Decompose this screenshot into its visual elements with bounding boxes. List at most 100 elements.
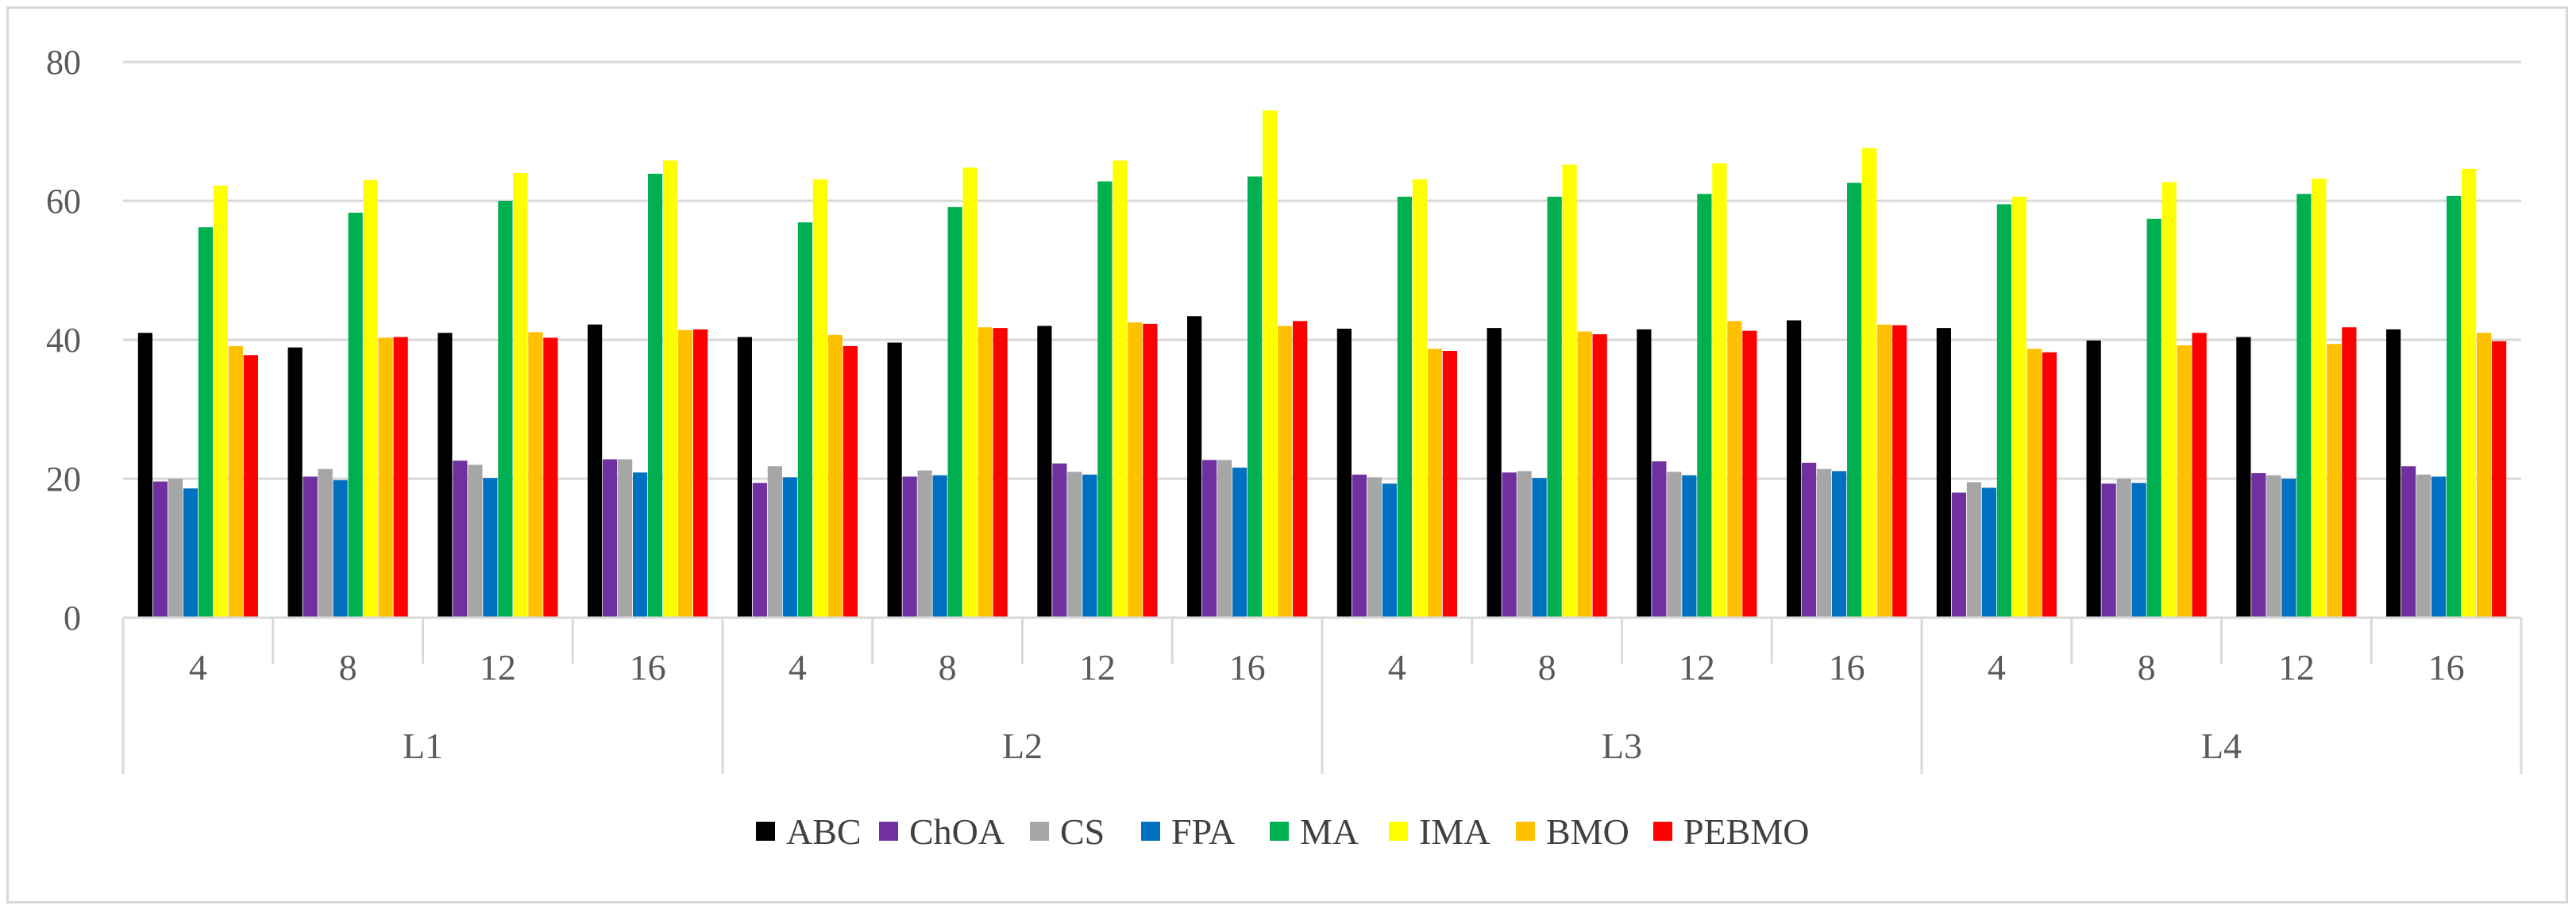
legend-swatch xyxy=(1141,822,1160,841)
bar-cs-12 xyxy=(1966,482,1981,618)
bar-fpa-4 xyxy=(782,477,797,618)
bar-ma-11 xyxy=(1847,183,1862,618)
bar-ima-6 xyxy=(1113,160,1128,618)
x-category-label: 12 xyxy=(480,647,516,688)
bar-abc-12 xyxy=(1936,328,1951,618)
bar-ima-13 xyxy=(2161,182,2177,618)
bar-cs-5 xyxy=(917,470,932,618)
bar-ma-3 xyxy=(648,173,663,618)
bar-ima-2 xyxy=(513,173,528,618)
x-category-label: 4 xyxy=(1388,647,1406,688)
x-category-label: 12 xyxy=(2278,647,2315,688)
bar-cs-9 xyxy=(1517,471,1532,618)
legend-label: MA xyxy=(1300,811,1359,852)
bar-cs-8 xyxy=(1367,477,1382,618)
bar-ma-15 xyxy=(2447,195,2462,618)
bar-pebmo-9 xyxy=(1592,334,1607,618)
x-category-label: 4 xyxy=(1988,647,2006,688)
legend-item-ma: MA xyxy=(1270,811,1359,852)
bar-pebmo-12 xyxy=(2042,352,2057,618)
bar-ma-4 xyxy=(797,222,812,618)
legend-swatch xyxy=(1030,822,1049,841)
bar-ima-0 xyxy=(213,185,228,618)
legend-label: ABC xyxy=(786,811,862,852)
bar-choa-1 xyxy=(303,476,318,618)
bar-ima-15 xyxy=(2462,168,2477,618)
bar-ma-13 xyxy=(2146,218,2161,618)
legend-swatch xyxy=(1653,822,1672,841)
bar-cs-4 xyxy=(767,466,782,618)
x-category-label: 16 xyxy=(630,647,666,688)
bar-abc-7 xyxy=(1187,316,1202,618)
bar-ima-10 xyxy=(1712,163,1727,618)
y-tick-label: 0 xyxy=(64,599,81,638)
bar-ima-1 xyxy=(363,179,378,618)
legend-swatch xyxy=(1389,822,1408,841)
bar-ima-7 xyxy=(1263,110,1278,618)
x-category-label: 8 xyxy=(939,647,957,688)
bar-choa-11 xyxy=(1802,462,1817,618)
bar-abc-2 xyxy=(438,333,453,618)
x-category-label: 8 xyxy=(2138,647,2156,688)
bar-bmo-15 xyxy=(2477,333,2492,618)
bar-ma-0 xyxy=(198,227,213,618)
bar-bmo-12 xyxy=(2026,349,2042,618)
bar-pebmo-4 xyxy=(843,345,858,618)
y-tick-label: 40 xyxy=(46,321,81,360)
bar-ima-5 xyxy=(962,168,978,618)
bar-fpa-14 xyxy=(2281,479,2296,618)
bar-choa-12 xyxy=(1951,492,1966,618)
bar-fpa-1 xyxy=(333,480,348,618)
bar-ma-6 xyxy=(1097,181,1113,618)
bar-choa-9 xyxy=(1502,472,1517,618)
x-group-label: L4 xyxy=(2201,726,2242,766)
bar-fpa-11 xyxy=(1832,471,1847,618)
legend-swatch xyxy=(1270,822,1289,841)
legend-label: PEBMO xyxy=(1683,811,1809,852)
bar-choa-0 xyxy=(152,481,168,618)
bar-fpa-12 xyxy=(1981,487,1996,618)
bar-bmo-11 xyxy=(1877,324,1892,618)
bar-abc-8 xyxy=(1336,329,1352,618)
bar-bmo-1 xyxy=(378,337,393,618)
bar-ima-8 xyxy=(1412,179,1427,618)
x-group-label: L2 xyxy=(1002,726,1043,766)
bar-cs-0 xyxy=(168,479,183,618)
legend-item-ima: IMA xyxy=(1389,811,1490,852)
bar-ma-7 xyxy=(1248,176,1263,618)
gridlines xyxy=(123,60,2521,480)
x-category-label: 16 xyxy=(2428,647,2465,688)
bars xyxy=(137,110,2507,618)
x-category-label: 16 xyxy=(1829,647,1865,688)
bar-pebmo-5 xyxy=(993,328,1008,618)
bar-abc-14 xyxy=(2236,337,2251,618)
bar-ima-11 xyxy=(1862,148,1877,618)
bar-choa-4 xyxy=(752,483,767,618)
bar-abc-13 xyxy=(2086,340,2101,618)
bar-choa-7 xyxy=(1202,460,1217,618)
bar-abc-6 xyxy=(1037,326,1052,618)
bar-fpa-6 xyxy=(1082,474,1097,618)
bar-pebmo-8 xyxy=(1442,351,1457,618)
bar-cs-13 xyxy=(2116,479,2131,618)
bar-cs-3 xyxy=(618,459,633,618)
bar-cs-10 xyxy=(1667,472,1682,618)
bar-ima-3 xyxy=(663,160,678,618)
bar-fpa-10 xyxy=(1682,475,1697,618)
bar-abc-1 xyxy=(287,347,303,618)
axes: 0 20 40 60 80 4 8 12 16 4 8 12 16 4 8 12 16 4 8 12 16 L1 L2 L3 L… xyxy=(46,43,2523,774)
legend-swatch xyxy=(1516,822,1535,841)
x-category-label: 8 xyxy=(339,647,357,688)
bar-ma-9 xyxy=(1547,196,1562,618)
bar-abc-10 xyxy=(1637,329,1652,618)
bar-fpa-5 xyxy=(932,475,947,618)
bar-choa-8 xyxy=(1352,474,1367,618)
bar-cs-6 xyxy=(1067,472,1082,618)
bar-cs-14 xyxy=(2266,475,2281,618)
bar-pebmo-10 xyxy=(1742,330,1757,618)
bar-choa-6 xyxy=(1052,463,1067,618)
bar-ma-12 xyxy=(1996,204,2011,618)
bar-fpa-13 xyxy=(2131,483,2146,618)
bar-bmo-2 xyxy=(528,332,543,618)
